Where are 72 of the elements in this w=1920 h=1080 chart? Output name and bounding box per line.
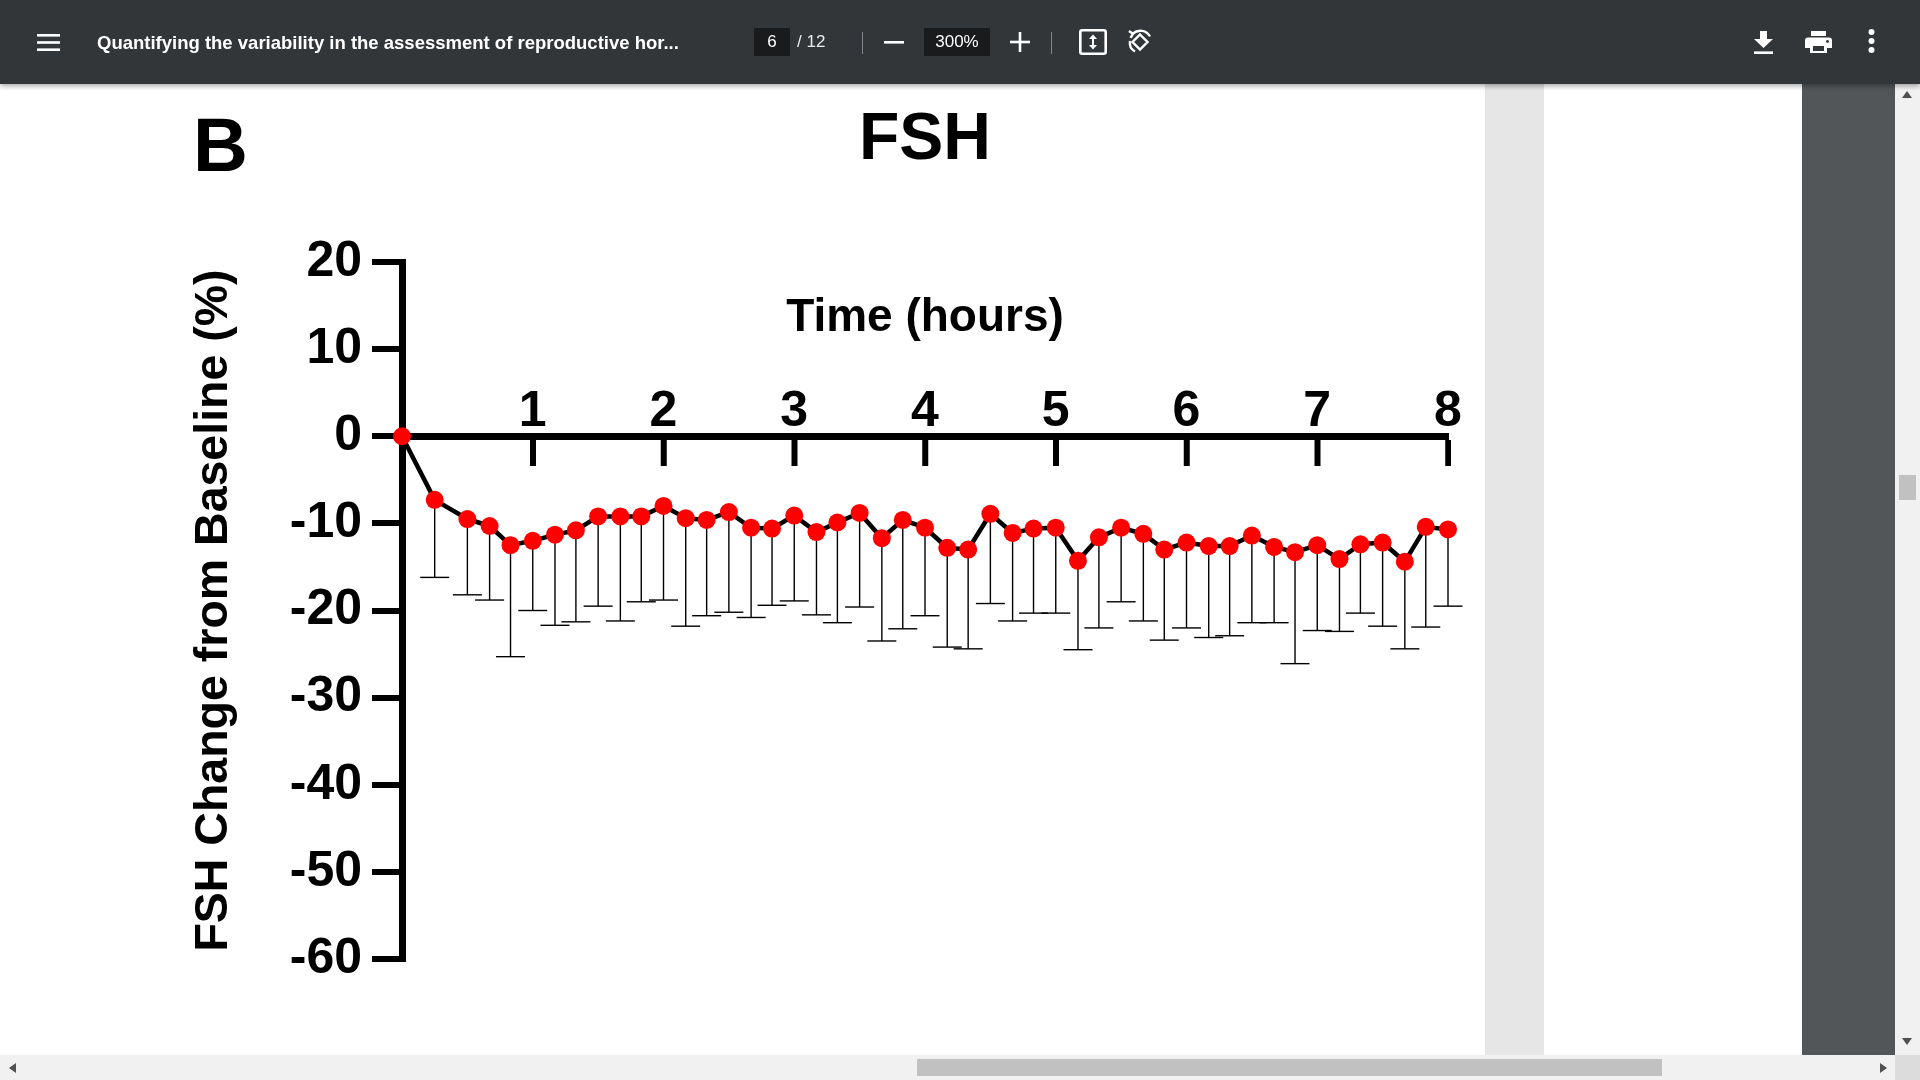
point <box>763 519 782 538</box>
point <box>611 507 630 526</box>
point <box>654 496 673 515</box>
x-tick-label: 7 <box>1303 381 1332 438</box>
point <box>893 510 912 529</box>
y-tick-label: -10 <box>289 492 362 549</box>
point <box>981 504 1000 523</box>
x-tick-label: 4 <box>911 381 940 438</box>
point <box>676 509 695 528</box>
point <box>545 525 564 544</box>
toolbar: Quantifying the variability in the assessment of reproductive hor... 6 / 12 300% <box>0 0 1920 84</box>
point <box>850 503 869 522</box>
point <box>1046 518 1065 537</box>
point <box>916 518 934 537</box>
point <box>1265 537 1284 556</box>
point <box>425 490 444 509</box>
chart-title: FSH <box>859 99 991 173</box>
point <box>1351 535 1370 554</box>
point <box>959 540 978 559</box>
point <box>393 427 411 446</box>
x-tick-label: 5 <box>1041 381 1070 438</box>
point <box>480 516 499 535</box>
point <box>1373 533 1392 552</box>
point <box>632 507 651 526</box>
point <box>719 503 738 522</box>
point <box>1177 533 1196 552</box>
point <box>566 521 585 540</box>
y-tick-label: 10 <box>306 317 362 374</box>
point <box>1112 518 1131 537</box>
point <box>1330 550 1349 569</box>
zoom-field: 300% <box>924 28 990 56</box>
point <box>1024 519 1043 538</box>
point <box>458 510 477 529</box>
point <box>589 507 608 526</box>
point <box>1199 537 1218 556</box>
y-tick-label: -60 <box>289 927 362 984</box>
point <box>1003 523 1022 542</box>
point <box>1068 551 1087 570</box>
y-tick-label: -30 <box>289 666 362 723</box>
text: B <box>193 102 248 187</box>
point <box>1134 524 1153 543</box>
x-tick-label: 1 <box>518 381 547 438</box>
point <box>1155 540 1174 559</box>
point <box>697 510 716 529</box>
y-tick-label: 20 <box>306 230 362 287</box>
point <box>1439 520 1457 539</box>
point <box>1286 543 1305 562</box>
point <box>1308 536 1327 555</box>
y-axis-title: FSH Change from Baseline (%) <box>185 269 237 952</box>
point <box>1416 517 1435 536</box>
point <box>501 536 520 555</box>
x-tick-label: 3 <box>780 381 809 438</box>
y-tick-label: 0 <box>334 405 362 462</box>
x-tick-label: 2 <box>649 381 678 438</box>
x-tick-label: 6 <box>1172 381 1201 438</box>
x-tick-label: 8 <box>1434 381 1462 438</box>
point <box>1395 552 1414 571</box>
point <box>742 518 761 537</box>
point <box>828 513 847 532</box>
page-number-field: 6 <box>754 28 790 56</box>
y-tick-label: -40 <box>289 753 362 810</box>
y-tick-label: -50 <box>289 840 362 897</box>
point <box>807 523 826 542</box>
point <box>938 538 957 557</box>
point <box>872 529 891 548</box>
point <box>1089 528 1108 547</box>
point <box>1242 526 1261 545</box>
point <box>785 506 804 525</box>
point <box>523 531 542 550</box>
y-tick-label: -20 <box>289 579 362 636</box>
point <box>1220 537 1239 556</box>
x-axis-title: Time (hours) <box>786 289 1064 342</box>
